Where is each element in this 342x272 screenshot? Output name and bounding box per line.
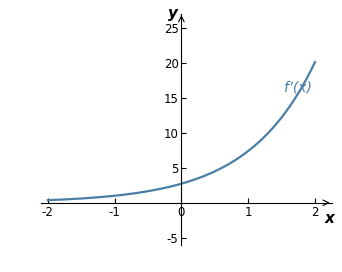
Text: y: y bbox=[168, 6, 179, 21]
Text: x: x bbox=[325, 211, 335, 226]
Text: f’(x): f’(x) bbox=[283, 80, 312, 94]
